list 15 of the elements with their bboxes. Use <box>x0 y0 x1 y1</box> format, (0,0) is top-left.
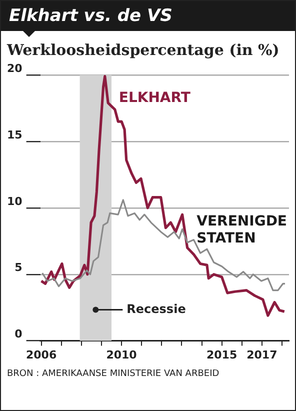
band-label: Recessie <box>126 302 186 316</box>
y-tick-label: 5 <box>14 261 22 274</box>
x-tick-label: 2017 <box>246 348 278 362</box>
series-label: ELKHART <box>118 90 191 106</box>
y-tick-label: 15 <box>6 128 22 142</box>
text: BRON : AMERIKAANSE MINISTERIE VAN ARBEID <box>7 369 220 379</box>
chart-subtitle: Werkloosheidspercentage (in %) <box>7 41 280 59</box>
x-tick-label: 2015 <box>206 348 238 362</box>
x-tick-label: 2006 <box>26 348 57 362</box>
y-tick-label: 0 <box>14 328 23 341</box>
y-tick-label: 10 <box>6 194 23 208</box>
chart-title: Elkhart vs. de VS <box>9 6 172 26</box>
y-tick-label: 20 <box>6 62 23 75</box>
x-tick-label: 2010 <box>106 348 138 362</box>
series-label: VERENIGDE STATEN <box>196 214 287 247</box>
